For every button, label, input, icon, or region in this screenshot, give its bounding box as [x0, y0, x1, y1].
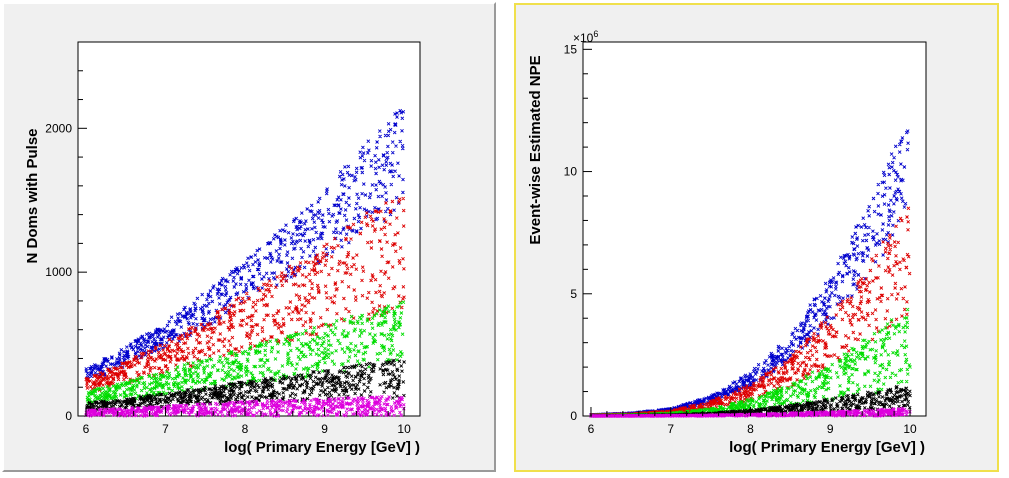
- right-y-tick-label: 15: [564, 42, 578, 56]
- left-x-axis-title: log( Primary Energy [GeV] ): [224, 439, 420, 456]
- left-x-tick-label: 7: [162, 422, 169, 436]
- right-x-axis-title: log( Primary Energy [GeV] ): [729, 439, 925, 456]
- right-x-tick-label: 7: [667, 422, 674, 436]
- right-y-multiplier-exponent: 6: [593, 29, 598, 39]
- left-y-tick-label: 1000: [45, 265, 72, 279]
- left-plot-area: 6 7 8 9 10 0 1000 2000: [45, 41, 421, 436]
- left-y-tick-label: 2000: [45, 121, 72, 135]
- right-x-tick-label: 8: [747, 422, 754, 436]
- right-plot-frame: [582, 41, 927, 417]
- left-x-tick-label: 10: [397, 422, 411, 436]
- right-scatter-points: [589, 129, 912, 418]
- left-series-4: [84, 394, 406, 418]
- right-plot-area: 6 7 8 9 10 0 5 10 15: [564, 41, 927, 436]
- left-y-tick-label: 0: [65, 409, 72, 423]
- right-y-tick-label: 0: [570, 409, 577, 423]
- left-x-tick-label: 6: [83, 422, 90, 436]
- left-scatter-points: [84, 108, 406, 418]
- right-x-tick-label: 9: [827, 422, 834, 436]
- left-x-tick-label: 8: [242, 422, 249, 436]
- right-y-tick-label: 10: [564, 165, 578, 179]
- right-series-4: [589, 406, 912, 418]
- right-y-tick-label: 5: [570, 287, 577, 301]
- right-x-tick-label: 6: [588, 422, 595, 436]
- left-series-1: [84, 196, 406, 393]
- left-y-axis-title: N Doms with Pulse: [24, 128, 41, 263]
- left-series-0: [84, 108, 406, 381]
- left-series-2: [85, 300, 406, 406]
- right-x-tick-label: 10: [903, 422, 917, 436]
- left-x-tick-label: 9: [321, 422, 328, 436]
- right-y-axis-title: Event-wise Estimated NPE: [527, 55, 544, 244]
